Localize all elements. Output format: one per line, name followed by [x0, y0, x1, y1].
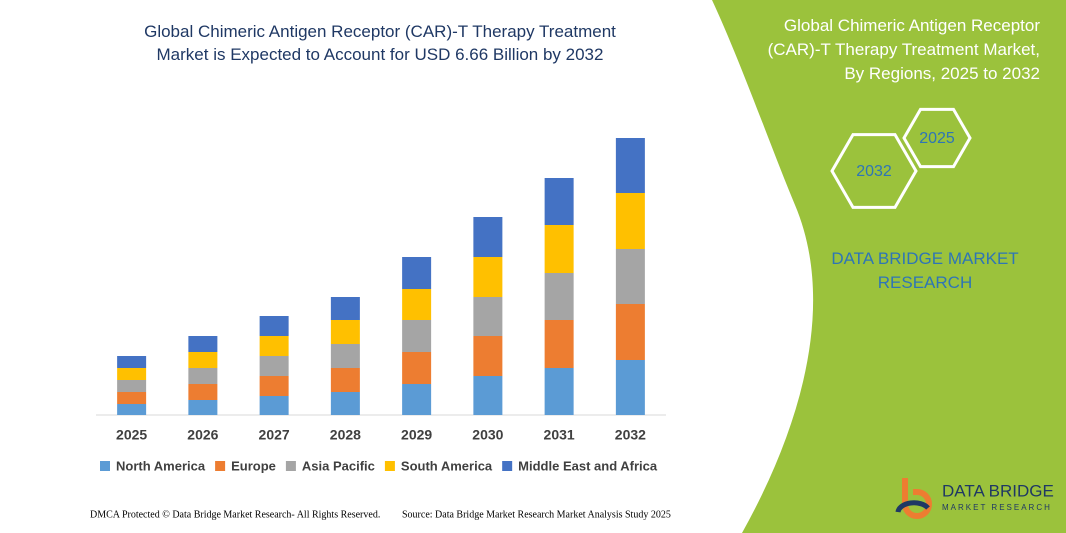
legend-label: North America — [116, 458, 206, 473]
bar-segment — [330, 320, 360, 344]
x-tick-label: 2028 — [330, 427, 361, 443]
hexagon — [902, 107, 972, 169]
legend-swatch — [100, 461, 110, 471]
bar-segment — [544, 320, 574, 368]
bar-segment — [188, 336, 218, 352]
legend-label: Europe — [231, 458, 276, 473]
x-tick-label: 2025 — [116, 427, 147, 443]
logo-mark — [895, 500, 930, 513]
side-panel — [712, 0, 1066, 533]
bar-segment — [330, 392, 360, 415]
bar-segment — [259, 316, 289, 336]
x-tick-label: 2029 — [401, 427, 432, 443]
legend-swatch — [384, 461, 395, 471]
bar-segment — [259, 356, 289, 376]
legend-label: Asia Pacific — [302, 458, 375, 473]
bar-segment — [402, 352, 432, 384]
footer-text: DMCA Protected © Data Bridge Market Rese… — [90, 509, 380, 520]
bar-segment — [188, 400, 218, 415]
hexagon-label: 2025 — [919, 130, 955, 147]
bar-segment — [473, 376, 503, 415]
legend-label: South America — [401, 458, 493, 473]
footer-text: Source: Data Bridge Market Research Mark… — [402, 509, 671, 520]
x-tick-label: 2031 — [544, 427, 575, 443]
legend-label: Middle East and Africa — [518, 458, 658, 473]
brand-text: DATA BRIDGE MARKET RESEARCH — [831, 249, 1019, 292]
bar-segment — [259, 396, 289, 415]
bar-segment — [259, 376, 289, 396]
x-tick-label: 2026 — [187, 427, 218, 443]
logo-mark — [902, 478, 932, 519]
bar-segment — [544, 178, 574, 225]
bar-segment — [473, 217, 503, 257]
bar-segment — [615, 304, 645, 360]
bar-segment — [473, 257, 503, 297]
bar-segment — [402, 289, 432, 320]
bar-segment — [544, 368, 574, 415]
bar-segment — [615, 360, 645, 415]
panel-title: Global Chimeric Antigen Receptor (CAR)-T… — [767, 16, 1040, 83]
x-tick-label: 2027 — [259, 427, 290, 443]
bar-segment — [330, 344, 360, 368]
bar-segment — [188, 368, 218, 384]
bar-segment — [615, 193, 645, 249]
bar-segment — [473, 336, 503, 376]
logo-name: DATA BRIDGE — [942, 481, 1054, 500]
chart-title: Global Chimeric Antigen Receptor (CAR)-T… — [144, 22, 616, 64]
hexagon — [830, 133, 918, 209]
legend-swatch — [215, 461, 226, 471]
bar-segment — [117, 404, 147, 415]
bar-segment — [402, 257, 432, 289]
bar-segment — [117, 368, 147, 380]
bar-segment — [544, 273, 574, 320]
bar-segment — [330, 368, 360, 392]
legend-swatch — [502, 461, 513, 471]
legend-swatch — [285, 461, 296, 471]
bar-segment — [330, 297, 360, 320]
hexagon-label: 2032 — [856, 163, 892, 180]
logo-tagline: MARKET RESEARCH — [942, 503, 1052, 512]
bar-segment — [117, 356, 147, 368]
bar-segment — [544, 225, 574, 273]
bar-segment — [473, 297, 503, 336]
bar-segment — [188, 384, 218, 400]
bar-segment — [402, 384, 432, 415]
bar-segment — [188, 352, 218, 368]
bar-segment — [402, 320, 432, 352]
x-tick-label: 2030 — [472, 427, 503, 443]
bar-segment — [117, 380, 147, 392]
x-tick-label: 2032 — [615, 427, 646, 443]
bar-segment — [615, 249, 645, 304]
bar-segment — [259, 336, 289, 356]
bar-segment — [117, 392, 147, 404]
bar-segment — [615, 138, 645, 193]
